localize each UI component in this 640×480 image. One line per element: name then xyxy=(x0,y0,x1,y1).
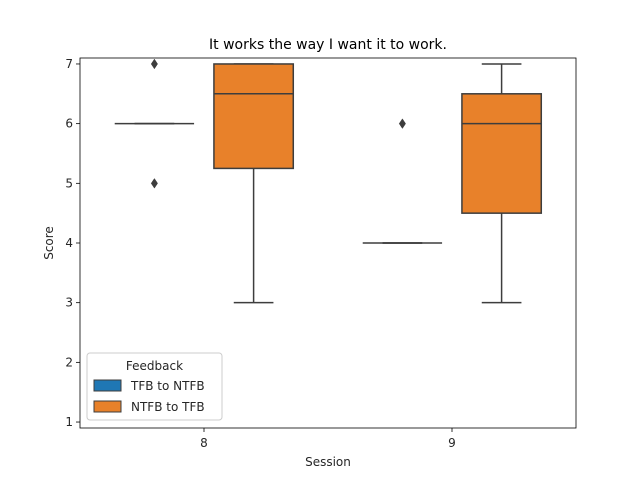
outlier-point xyxy=(150,178,158,189)
y-tick-label: 2 xyxy=(65,355,73,369)
legend-title: Feedback xyxy=(126,359,183,373)
x-tick-label: 9 xyxy=(448,436,456,450)
legend-swatch xyxy=(93,400,122,413)
y-tick-label: 3 xyxy=(65,296,73,310)
box-ntfb-to-tfb-8 xyxy=(213,63,295,304)
legend-entry-label: TFB to NTFB xyxy=(130,379,205,393)
box-tfb-to-ntfb-9 xyxy=(362,118,443,244)
legend-entry-label: NTFB to TFB xyxy=(131,400,205,414)
y-axis-label: Score xyxy=(42,226,56,260)
y-tick-label: 6 xyxy=(65,117,73,131)
y-tick-label: 4 xyxy=(65,236,73,250)
outlier-point xyxy=(150,58,158,70)
box-ntfb-to-tfb-9 xyxy=(461,63,543,304)
x-tick-label: 8 xyxy=(200,436,208,450)
plot-frame xyxy=(79,57,577,429)
y-tick-label: 1 xyxy=(65,415,73,429)
y-tick-label: 5 xyxy=(65,176,73,190)
box-body xyxy=(461,93,543,214)
legend-swatch xyxy=(93,379,122,392)
outlier-point xyxy=(398,118,406,129)
x-axis-label: Session xyxy=(305,455,351,469)
box-tfb-to-ntfb-8 xyxy=(114,58,195,189)
y-tick-label: 7 xyxy=(65,57,73,71)
box-body xyxy=(213,63,295,170)
chart-title: It works the way I want it to work. xyxy=(209,37,447,53)
